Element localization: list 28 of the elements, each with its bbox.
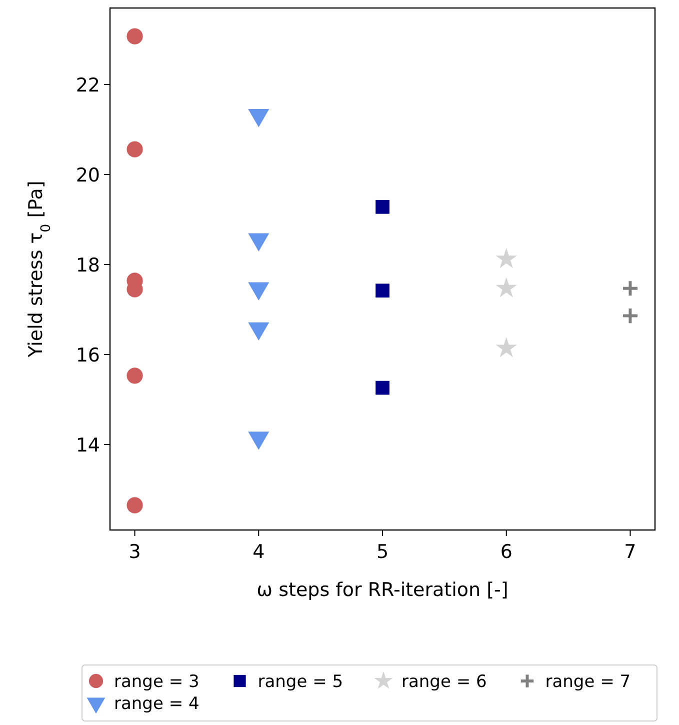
legend-label: range = 3	[114, 672, 200, 692]
point	[496, 248, 518, 268]
point	[126, 368, 143, 384]
x-tick-label: 5	[376, 541, 389, 563]
y-tick-label: 16	[76, 344, 100, 366]
y-tick-label: 14	[76, 434, 100, 456]
legend-label: range = 4	[114, 694, 200, 714]
point	[126, 141, 143, 158]
x-tick-label: 6	[500, 541, 512, 563]
point	[496, 277, 518, 298]
legend-label: range = 6	[402, 672, 487, 692]
x-tick-label: 3	[128, 541, 141, 563]
point	[376, 284, 390, 298]
point	[376, 200, 390, 214]
point	[496, 337, 518, 358]
point	[126, 497, 143, 514]
point	[126, 28, 143, 44]
x-tick-label: 7	[624, 541, 636, 563]
point	[621, 307, 639, 325]
y-tick-label: 20	[76, 164, 100, 186]
y-tick-label: 22	[76, 74, 100, 96]
y-tick-label: 18	[76, 254, 100, 276]
legend-label: range = 5	[258, 672, 344, 692]
point	[621, 280, 639, 298]
point	[376, 380, 390, 395]
legend-label: range = 7	[545, 672, 631, 692]
x-axis-title: ω steps for RR-iteration [-]	[256, 579, 508, 601]
x-tick-label: 4	[252, 541, 265, 563]
